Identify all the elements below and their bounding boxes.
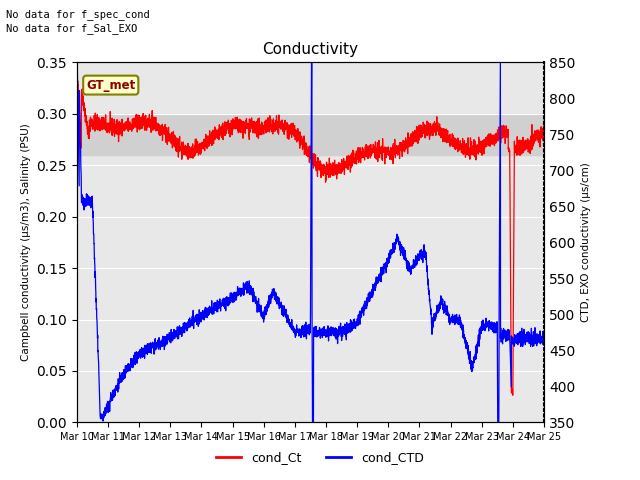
Text: No data for f_spec_cond: No data for f_spec_cond bbox=[6, 9, 150, 20]
Text: No data for f_Sal_EXO: No data for f_Sal_EXO bbox=[6, 23, 138, 34]
Y-axis label: CTD, EXO conductivity (μs/cm): CTD, EXO conductivity (μs/cm) bbox=[580, 163, 591, 322]
Y-axis label: Campbell conductivity (μs/m3), Salinity (PSU): Campbell conductivity (μs/m3), Salinity … bbox=[20, 123, 31, 361]
Title: Conductivity: Conductivity bbox=[262, 42, 358, 57]
Legend: cond_Ct, cond_CTD: cond_Ct, cond_CTD bbox=[211, 446, 429, 469]
Text: GT_met: GT_met bbox=[86, 79, 136, 92]
Bar bbox=[77, 114, 544, 155]
